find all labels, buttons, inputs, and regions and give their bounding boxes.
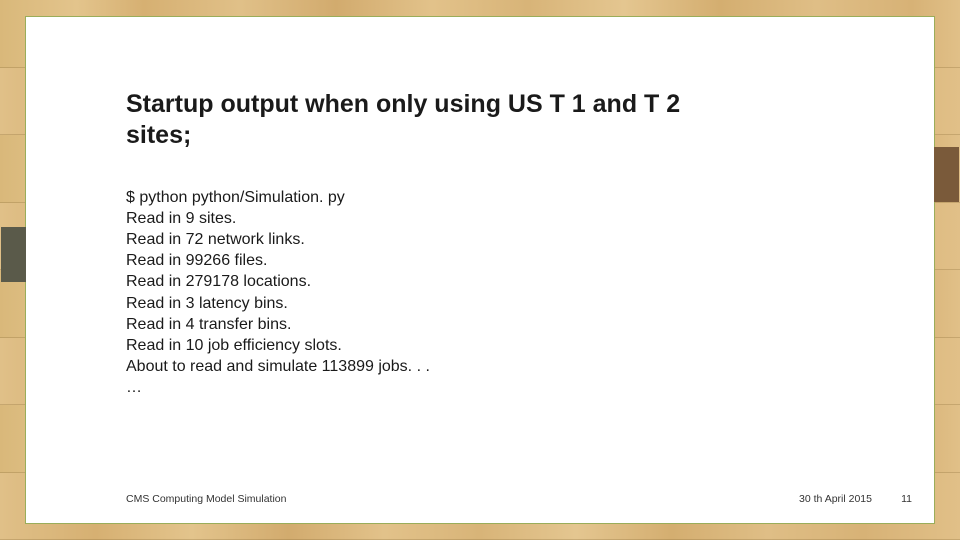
terminal-output: $ python python/Simulation. py Read in 9… bbox=[126, 187, 826, 398]
output-line: Read in 72 network links. bbox=[126, 229, 826, 250]
page-number: 11 bbox=[901, 493, 912, 505]
output-line: Read in 10 job efficiency slots. bbox=[126, 335, 826, 356]
output-line: Read in 9 sites. bbox=[126, 208, 826, 229]
output-line: Read in 3 latency bins. bbox=[126, 293, 826, 314]
slide-panel: Startup output when only using US T 1 an… bbox=[25, 16, 935, 524]
left-tab-accent bbox=[1, 227, 26, 282]
output-line: Read in 99266 files. bbox=[126, 250, 826, 271]
footer-left-text: CMS Computing Model Simulation bbox=[126, 493, 286, 505]
footer-date: 30 th April 2015 bbox=[799, 493, 872, 505]
right-tab-accent bbox=[934, 147, 959, 202]
output-line: About to read and simulate 113899 jobs. … bbox=[126, 356, 826, 377]
output-line: Read in 4 transfer bins. bbox=[126, 314, 826, 335]
output-line: Read in 279178 locations. bbox=[126, 271, 826, 292]
output-line: … bbox=[126, 377, 826, 398]
slide-title: Startup output when only using US T 1 an… bbox=[126, 89, 746, 152]
output-line: $ python python/Simulation. py bbox=[126, 187, 826, 208]
